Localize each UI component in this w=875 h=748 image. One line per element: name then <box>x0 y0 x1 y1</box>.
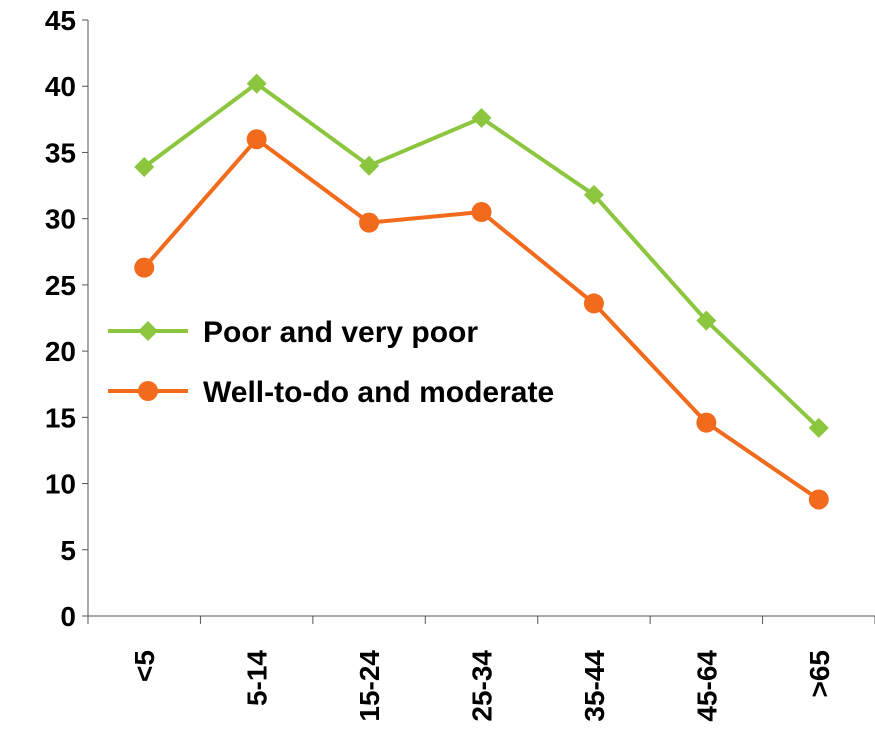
data-point-circle <box>696 412 717 433</box>
series-well-to-do <box>134 129 829 510</box>
y-tick-label: 30 <box>45 204 76 235</box>
x-tick-label: 5-14 <box>242 650 273 706</box>
x-tick-label: <5 <box>129 650 160 682</box>
y-tick-label: 20 <box>45 336 76 367</box>
x-tick-label: >65 <box>804 650 835 698</box>
y-tick-label: 15 <box>45 402 76 433</box>
data-point-circle <box>134 257 155 278</box>
x-tick-label: 35-44 <box>579 650 610 722</box>
legend-label: Well-to-do and moderate <box>203 376 554 409</box>
y-axis-ticks: 0 5 10 15 20 25 30 35 40 45 <box>45 5 88 632</box>
legend-label: Poor and very poor <box>203 316 478 349</box>
data-point-diamond <box>471 108 492 129</box>
x-axis-ticks: <5 5-14 15-24 25-34 35-44 45-64 >65 <box>87 616 875 722</box>
data-point-diamond <box>134 157 155 178</box>
legend-marker-diamond <box>138 321 158 341</box>
y-tick-label: 45 <box>45 5 76 36</box>
data-point-circle <box>359 212 380 233</box>
series-poor <box>134 73 829 438</box>
x-tick-label: 45-64 <box>691 650 722 722</box>
y-tick-label: 5 <box>60 535 76 566</box>
data-point-diamond <box>696 310 717 331</box>
legend-item: Well-to-do and moderate <box>108 376 554 409</box>
legend-item: Poor and very poor <box>108 316 478 349</box>
data-point-circle <box>808 489 829 510</box>
data-point-diamond <box>808 417 829 438</box>
y-tick-label: 35 <box>45 137 76 168</box>
data-point-diamond <box>583 184 604 205</box>
legend: Poor and very poor Well-to-do and moderat… <box>108 316 554 409</box>
x-tick-label: 25-34 <box>467 650 498 722</box>
legend-marker-circle <box>138 381 158 401</box>
data-point-diamond <box>246 73 267 94</box>
y-tick-label: 0 <box>60 601 76 632</box>
data-point-diamond <box>359 155 380 176</box>
series-layer <box>134 73 829 510</box>
data-point-circle <box>471 202 492 223</box>
y-tick-label: 10 <box>45 469 76 500</box>
x-tick-label: 15-24 <box>354 650 385 722</box>
y-tick-label: 40 <box>45 71 76 102</box>
data-point-circle <box>583 293 604 314</box>
axes <box>87 20 875 617</box>
data-point-circle <box>246 129 267 150</box>
y-tick-label: 25 <box>45 270 76 301</box>
